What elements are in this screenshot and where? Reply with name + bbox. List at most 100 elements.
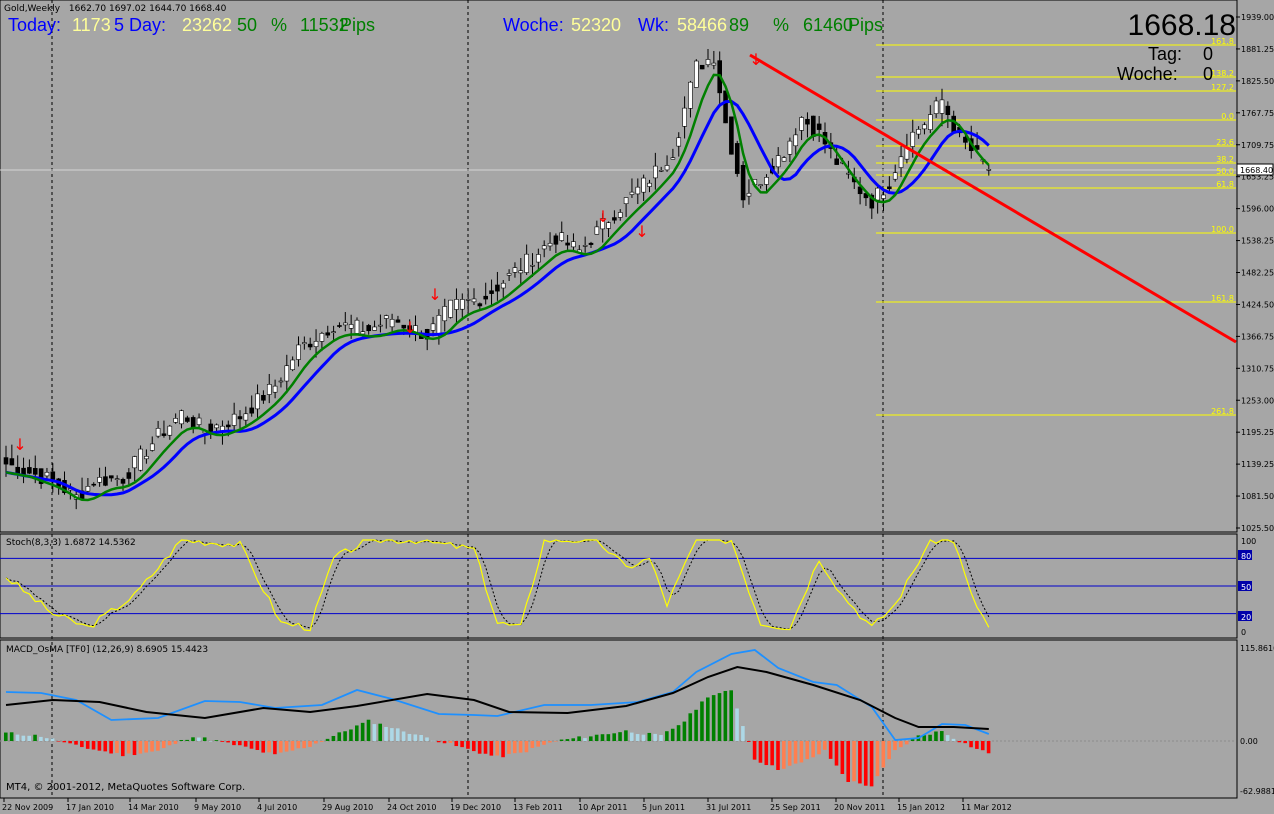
stoch-axis-label-4: 0 xyxy=(1241,628,1246,637)
candle-body-29 xyxy=(173,418,178,423)
macd-bar-161 xyxy=(945,735,950,741)
fib-label-7: 61.8 xyxy=(1216,180,1234,189)
time-label-5: 29 Aug 2010 xyxy=(322,803,373,812)
candle-body-68 xyxy=(401,324,407,329)
macd-bar-73 xyxy=(431,740,435,742)
candle-body-90 xyxy=(530,264,535,267)
today-label: Today: xyxy=(8,15,62,35)
macd-bar-85 xyxy=(501,741,505,758)
time-label-4: 4 Jul 2010 xyxy=(257,803,297,812)
candle-body-151 xyxy=(887,186,892,190)
macd-bar-71 xyxy=(419,734,423,741)
macd-bar-35 xyxy=(208,740,213,742)
macd-bar-80 xyxy=(472,741,476,752)
macd-bar-66 xyxy=(390,728,394,741)
macd-bar-152 xyxy=(893,741,897,751)
macd-bar-36 xyxy=(214,740,219,741)
candle-body-65 xyxy=(383,315,389,319)
macd-bar-46 xyxy=(273,741,277,755)
current-price-tag: 1668.40 xyxy=(1240,166,1273,175)
time-label-6: 24 Oct 2010 xyxy=(387,803,436,812)
candle-body-56 xyxy=(331,331,336,333)
macd-bar-88 xyxy=(518,741,523,753)
candle-body-40 xyxy=(237,416,243,420)
macd-bar-134 xyxy=(787,741,792,766)
candle-body-49 xyxy=(290,359,295,370)
macd-bar-38 xyxy=(226,741,230,743)
macd-bar-113 xyxy=(665,731,669,741)
candle-body-67 xyxy=(395,319,401,323)
time-label-9: 10 Apr 2011 xyxy=(578,803,627,812)
price-tick-label-10: 1366.75 xyxy=(1241,332,1274,341)
macd-bar-27 xyxy=(161,741,166,749)
macd-bar-96 xyxy=(565,739,570,741)
macd-bar-68 xyxy=(401,731,406,741)
candle-body-77 xyxy=(454,299,459,310)
candle-body-97 xyxy=(571,241,576,248)
candle-body-14 xyxy=(85,486,91,492)
price-tick-label-5: 1653.25 xyxy=(1241,173,1274,182)
macd-bar-52 xyxy=(308,741,312,747)
macd-bar-10 xyxy=(62,741,67,743)
candle-body-94 xyxy=(553,235,559,245)
candle-body-126 xyxy=(740,164,746,201)
time-label-7: 19 Dec 2010 xyxy=(450,803,501,812)
fib-label-4: 23.6 xyxy=(1216,138,1234,147)
candle-body-55 xyxy=(325,332,331,336)
candle-body-89 xyxy=(524,253,529,273)
time-label-10: 5 Jun 2011 xyxy=(642,803,685,812)
macd-main-line xyxy=(5,665,989,730)
macd-bar-147 xyxy=(863,741,868,786)
woche-value: 52320 xyxy=(571,15,622,35)
candle-body-153 xyxy=(898,156,904,168)
candle-body-125 xyxy=(734,143,740,174)
fib-label-3: 0.0 xyxy=(1221,112,1234,121)
macd-bar-162 xyxy=(951,738,956,741)
macd-bar-110 xyxy=(647,732,652,741)
macd-bar-157 xyxy=(922,735,927,741)
macd-bar-148 xyxy=(869,741,874,787)
candle-body-149 xyxy=(875,187,880,201)
candle-body-15 xyxy=(91,483,97,486)
macd-bar-50 xyxy=(296,741,301,749)
candle-body-33 xyxy=(196,417,202,425)
candle-body-93 xyxy=(547,242,553,247)
price-tick-label-7: 1538.25 xyxy=(1241,237,1274,246)
candle-body-118 xyxy=(693,60,699,88)
macd-bar-93 xyxy=(548,741,552,743)
macd-bar-9 xyxy=(56,741,61,742)
macd-bar-168 xyxy=(986,741,991,754)
candle-body-160 xyxy=(939,99,945,114)
stoch-axis-box-3 xyxy=(1238,611,1252,621)
red-trendline xyxy=(749,53,1237,344)
candle-body-16 xyxy=(97,476,102,483)
candle-body-107 xyxy=(629,191,635,195)
macd-bar-44 xyxy=(261,741,265,753)
candle-body-80 xyxy=(471,298,477,303)
fib-label-2: 127.2 xyxy=(1211,83,1234,92)
candle-body-99 xyxy=(582,245,588,247)
pct-sign-2: % xyxy=(773,15,790,35)
macd-histogram xyxy=(4,690,991,787)
candle-body-103 xyxy=(606,222,611,229)
macd-bar-129 xyxy=(758,741,763,763)
macd-bar-137 xyxy=(805,741,810,760)
macd-bar-78 xyxy=(460,741,464,748)
fractal-arrow-0: ↓ xyxy=(13,435,26,454)
time-label-15: 11 Mar 2012 xyxy=(961,803,1012,812)
candle-body-54 xyxy=(319,333,325,342)
stoch-axis-label-1: 80 xyxy=(1241,552,1251,561)
macd-bar-49 xyxy=(290,741,295,751)
info-woche-label: Woche: xyxy=(1117,64,1178,84)
candle-body-158 xyxy=(927,114,933,130)
pct-value-1: 50 xyxy=(237,15,258,35)
macd-bar-30 xyxy=(179,739,184,741)
macd-bar-43 xyxy=(255,741,260,750)
candle-body-42 xyxy=(249,407,254,414)
candle-body-53 xyxy=(313,341,319,347)
macd-bar-25 xyxy=(150,741,154,752)
candle-body-159 xyxy=(933,100,939,114)
candle-body-25 xyxy=(149,443,155,451)
